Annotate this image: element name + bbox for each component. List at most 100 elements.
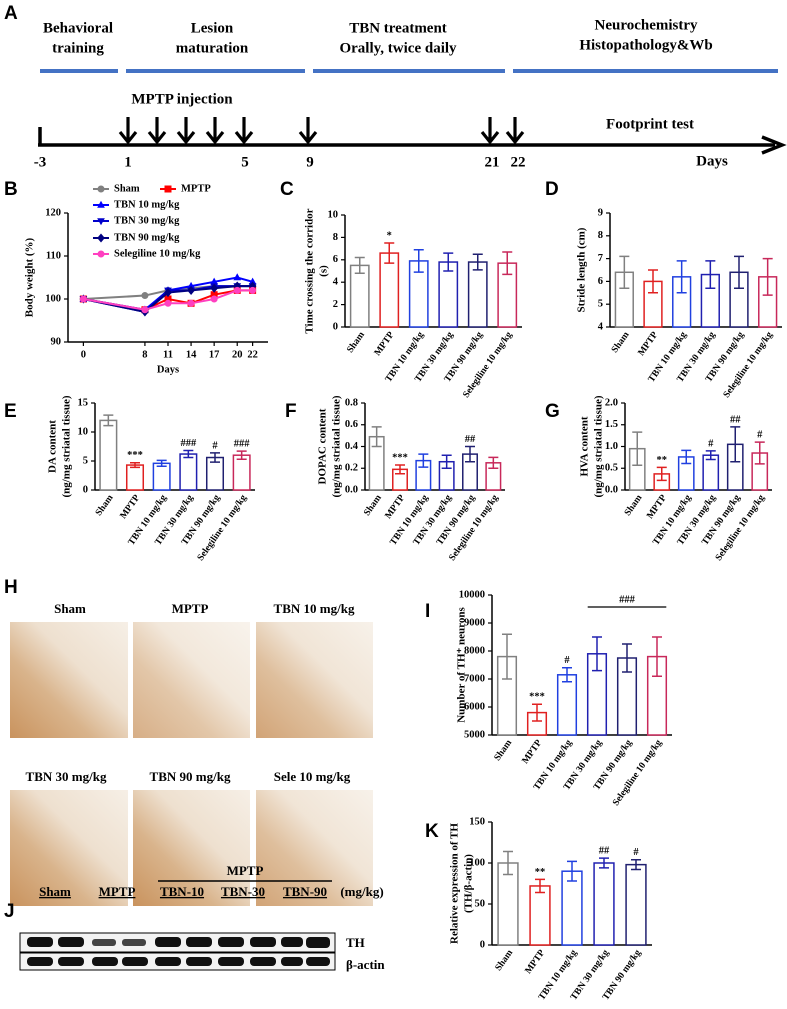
error-bar <box>183 449 194 459</box>
phase-label: maturation <box>176 40 249 56</box>
x-axis-label: Days <box>157 364 179 375</box>
x-tick-label: 0 <box>81 349 86 360</box>
y-tick-label: 120 <box>45 207 61 218</box>
y-tick-label: 8 <box>598 230 603 241</box>
y-axis-label: DOPAC content <box>317 408 329 484</box>
bar <box>232 454 251 491</box>
y-axis-label: (s) <box>318 265 330 277</box>
marker <box>248 277 257 285</box>
error-bar <box>502 251 513 276</box>
band-label: TH <box>346 935 365 950</box>
legend-label: TBN 30 mg/kg <box>114 215 180 226</box>
bar <box>497 862 519 946</box>
marker <box>97 218 105 226</box>
y-axis-label: (ng/mg striatal tissue) <box>61 395 73 497</box>
micrograph <box>133 622 250 738</box>
x-tick-label: 14 <box>186 349 197 360</box>
phase-label: Histopathology&Wb <box>579 37 712 53</box>
y-tick-label: 6000 <box>464 701 485 712</box>
y-tick-label: 4 <box>598 321 604 332</box>
y-tick-label: 9000 <box>464 617 485 628</box>
significance: ## <box>730 414 741 425</box>
y-tick-label: 5000 <box>464 729 485 740</box>
micrograph <box>256 622 373 738</box>
panel-label: H <box>4 577 18 598</box>
error-bar <box>705 260 716 289</box>
x-tick-label: Sham <box>493 738 515 763</box>
y-axis-label: DA content <box>47 420 59 473</box>
bar <box>467 261 488 328</box>
histology: H Sham MPTP TBN 10 mg/kg TBN 30 mg/kg TB… <box>4 577 373 906</box>
error-bar <box>676 260 687 294</box>
lane-label: TBN-10 <box>160 884 204 899</box>
error-bar <box>413 248 424 273</box>
unit-label: (mg/kg) <box>340 884 383 899</box>
injection-label: MPTP injection <box>131 91 233 107</box>
y-tick-label: 6 <box>598 276 603 287</box>
dose-arrows <box>118 117 525 145</box>
legend-label: Selegiline 10 mg/kg <box>114 248 201 259</box>
band-label: β-actin <box>346 957 385 972</box>
significance: ** <box>535 867 546 878</box>
significance: # <box>708 438 714 449</box>
legend-label: TBN 90 mg/kg <box>114 232 180 243</box>
y-tick-label: 1.5 <box>605 419 618 430</box>
bar <box>556 674 578 736</box>
day-label: 5 <box>241 154 249 170</box>
image-label: Sham <box>54 601 86 616</box>
x-tick-label: Sham <box>362 493 384 518</box>
y-tick-label: 10000 <box>459 589 485 600</box>
y-tick-label: 50 <box>475 898 486 909</box>
y-axis-label: (TH/β-actin) <box>463 854 475 913</box>
y-axis-label: (ng/mg striatal tissue) <box>593 395 605 497</box>
y-tick-label: 100 <box>469 857 485 868</box>
bar <box>702 454 720 491</box>
error-bar <box>592 636 602 672</box>
y-tick-label: 2.0 <box>605 397 618 408</box>
legend-label: Sham <box>114 183 140 194</box>
marker <box>210 291 218 299</box>
significance: ## <box>465 434 476 445</box>
y-tick-label: 0.2 <box>345 463 358 474</box>
panel-label: K <box>425 821 439 842</box>
marker <box>233 273 242 281</box>
group-label: MPTP <box>227 863 264 878</box>
day-label: 9 <box>306 154 314 170</box>
image-label: MPTP <box>172 601 209 616</box>
bar <box>179 453 198 491</box>
error-bar <box>631 858 641 871</box>
lane-label: TBN-30 <box>221 884 265 899</box>
bar <box>379 252 400 328</box>
error-bar <box>488 456 499 469</box>
marker <box>97 200 105 208</box>
error-bar <box>236 450 247 461</box>
lane-label: MPTP <box>99 884 136 899</box>
x-tick-label: Sham <box>610 330 632 355</box>
y-axis-label: Relative expression of TH <box>449 823 461 944</box>
panel-label: D <box>545 179 559 200</box>
y-tick-label: 6 <box>333 254 338 265</box>
test-label: Footprint test <box>606 116 694 132</box>
error-bar <box>502 633 512 680</box>
significance: *** <box>127 450 143 461</box>
error-bar <box>532 703 542 722</box>
x-tick-label: Selegiline 10 mg/kg <box>196 493 249 563</box>
error-bar <box>705 450 716 461</box>
significance: ### <box>180 438 197 449</box>
error-bar <box>354 256 365 274</box>
error-bar <box>395 464 405 475</box>
day-label: 1 <box>124 154 132 170</box>
significance: * <box>387 230 392 241</box>
y-axis-label: (ng/mg striatal tissue) <box>331 395 343 497</box>
error-bar <box>632 431 643 466</box>
marker <box>187 281 195 289</box>
panel-label: G <box>545 401 560 422</box>
timeline: A Behavioral training Lesion maturation … <box>4 3 787 170</box>
marker <box>164 288 172 298</box>
bar <box>349 264 370 328</box>
micrograph <box>10 622 128 738</box>
error-bar <box>210 452 220 463</box>
y-tick-label: 0.8 <box>345 397 358 408</box>
y-tick-label: 0.5 <box>605 463 618 474</box>
